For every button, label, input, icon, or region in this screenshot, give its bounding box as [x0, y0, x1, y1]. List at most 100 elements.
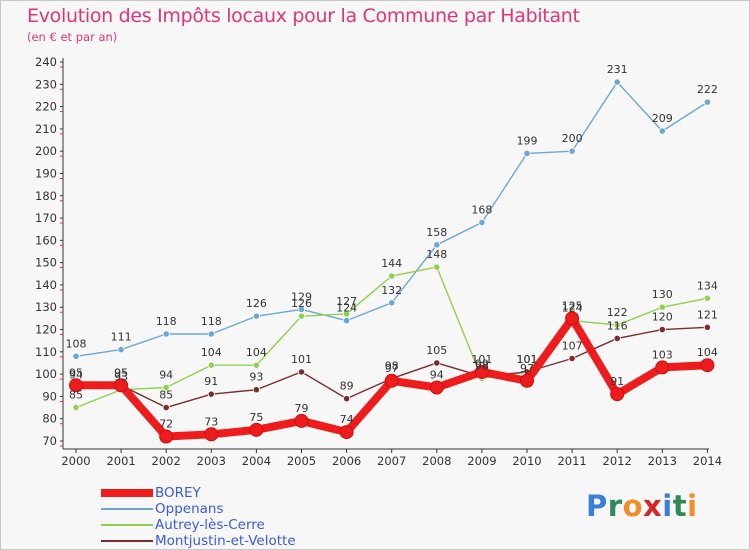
data-point — [478, 218, 486, 227]
data-point — [72, 403, 80, 412]
legend-label: Autrey-lès-Cerre — [155, 517, 265, 533]
data-point — [658, 325, 666, 334]
data-label: 101 — [517, 353, 538, 366]
data-label: 97 — [385, 362, 399, 375]
data-point — [703, 294, 712, 302]
data-point — [565, 311, 580, 326]
data-point — [388, 299, 396, 307]
x-tick-label: 2002 — [152, 454, 181, 468]
data-label: 125 — [562, 299, 583, 312]
data-label: 94 — [430, 368, 444, 381]
data-point — [658, 303, 666, 311]
x-tick-label: 2014 — [693, 454, 722, 468]
data-point — [388, 272, 396, 280]
x-tick-label: 2006 — [332, 454, 361, 468]
legend-swatch — [101, 489, 153, 497]
data-label: 126 — [246, 297, 267, 310]
legend-swatch — [101, 524, 153, 526]
data-point — [474, 364, 489, 379]
data-label: 95 — [114, 366, 128, 379]
data-point — [342, 310, 351, 318]
data-label: 104 — [201, 346, 222, 359]
data-point — [384, 373, 399, 388]
data-point — [433, 241, 441, 249]
y-tick-label: 130 — [35, 300, 57, 314]
data-label: 101 — [517, 353, 538, 366]
y-tick-label: 170 — [35, 211, 57, 225]
y-tick-label: 180 — [35, 189, 57, 203]
y-tick-label: 230 — [35, 77, 57, 91]
data-label: 129 — [291, 290, 312, 303]
data-label: 199 — [517, 134, 538, 147]
logo-letter: t — [672, 489, 688, 523]
data-point — [159, 429, 174, 444]
y-tick-label: 150 — [35, 256, 57, 270]
data-label: 168 — [471, 204, 492, 217]
data-label: 124 — [336, 302, 357, 315]
data-label: 120 — [652, 311, 673, 324]
data-label: 85 — [159, 389, 173, 402]
legend: BOREY Oppenans Autrey-lès-Cerre Montjustin-… — [101, 485, 296, 549]
data-label: 122 — [607, 306, 628, 319]
data-label: 144 — [381, 257, 402, 270]
data-point — [204, 427, 219, 442]
data-label: 148 — [426, 248, 447, 261]
data-point — [114, 378, 129, 393]
data-point — [294, 413, 309, 428]
data-label: 130 — [652, 288, 673, 301]
data-label: 98 — [385, 360, 399, 373]
data-point — [523, 149, 531, 158]
data-point — [207, 330, 215, 338]
y-tick-label: 100 — [35, 367, 57, 381]
data-label: 73 — [204, 415, 218, 428]
data-point — [339, 425, 354, 440]
data-point — [610, 387, 625, 402]
data-label: 124 — [562, 302, 583, 315]
data-label: 74 — [340, 413, 354, 426]
data-label: 101 — [471, 353, 492, 366]
data-label: 121 — [697, 308, 718, 321]
data-point — [613, 334, 621, 343]
y-tick-label: 200 — [35, 144, 57, 158]
data-label: 126 — [291, 297, 312, 310]
data-label: 72 — [159, 418, 173, 431]
data-label: 108 — [66, 337, 87, 350]
logo-letter: i — [662, 489, 673, 523]
data-label: 95 — [69, 366, 83, 379]
legend-label: Montjustin-et-Velotte — [155, 533, 296, 549]
data-point — [342, 317, 351, 325]
legend-label: Oppenans — [155, 501, 224, 517]
x-tick-label: 2008 — [422, 454, 451, 468]
data-point — [613, 78, 621, 86]
data-point — [162, 383, 170, 392]
logo-letter: r — [607, 489, 623, 523]
x-tick-label: 2013 — [648, 454, 677, 468]
data-label: 93 — [249, 371, 263, 384]
legend-swatch — [101, 508, 153, 510]
data-label: 209 — [652, 112, 673, 125]
x-tick-label: 2003 — [197, 454, 226, 468]
data-label: 134 — [697, 279, 718, 292]
data-label: 94 — [159, 368, 173, 381]
x-tick-label: 2012 — [603, 454, 632, 468]
y-tick-label: 220 — [35, 100, 57, 114]
x-tick-label: 2010 — [512, 454, 541, 468]
data-label: 105 — [426, 344, 447, 357]
x-tick-label: 2011 — [557, 454, 586, 468]
legend-item: BOREY — [101, 485, 296, 501]
legend-item: Montjustin-et-Velotte — [101, 533, 296, 549]
data-label: 79 — [295, 402, 309, 415]
data-label: 200 — [562, 132, 583, 145]
data-label: 132 — [381, 284, 402, 297]
data-label: 85 — [69, 389, 83, 402]
data-point — [162, 403, 170, 412]
data-point — [520, 373, 534, 388]
data-point — [117, 345, 125, 354]
data-point — [568, 354, 576, 363]
data-point — [613, 321, 621, 329]
data-point — [429, 380, 444, 395]
data-label: 107 — [562, 340, 583, 353]
data-label: 97 — [520, 362, 534, 375]
